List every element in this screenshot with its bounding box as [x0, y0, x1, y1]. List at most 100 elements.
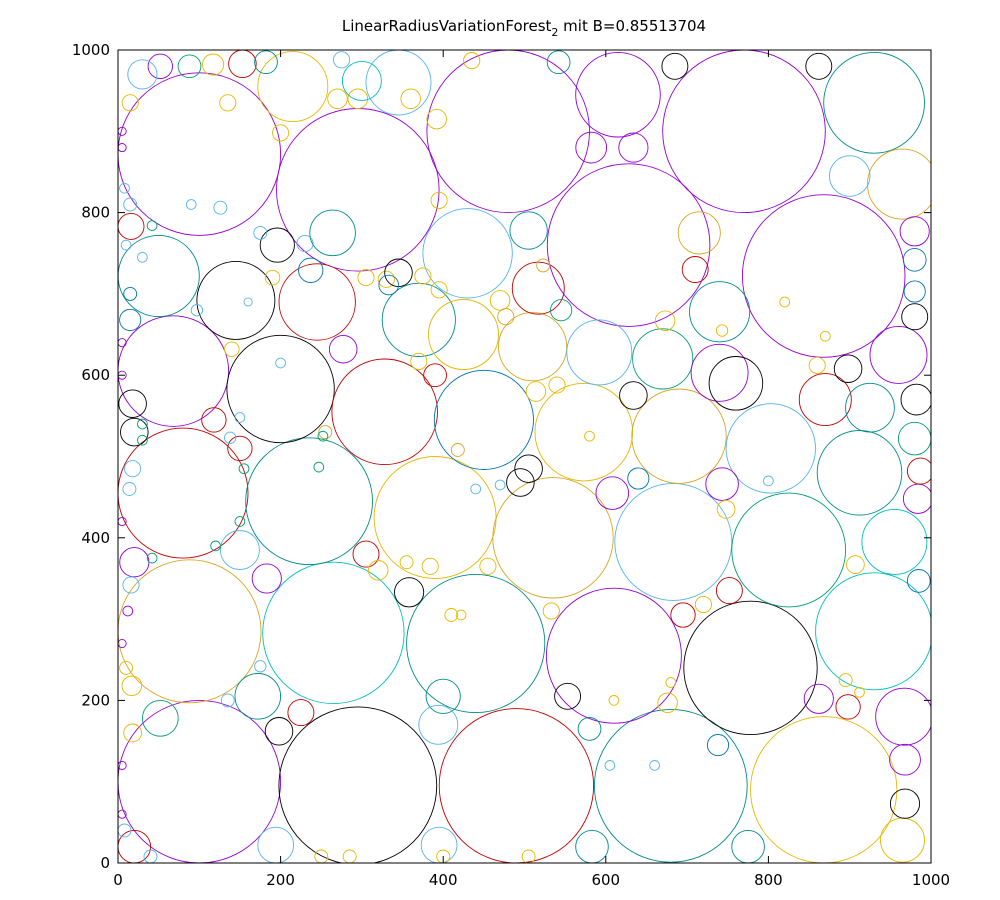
circle-mark [264, 269, 281, 286]
circle-mark [433, 369, 534, 470]
circle-mark [190, 304, 204, 317]
circle-mark [119, 308, 142, 331]
axes-layer: 0 200 400 600 800 1000 0 200 400 600 800 1000 [72, 41, 950, 889]
circle-mark [550, 299, 573, 322]
circle-mark [575, 51, 661, 138]
circle-mark [259, 227, 295, 263]
circle-mark [365, 50, 432, 116]
circle-mark [657, 692, 678, 714]
circle-mark [631, 388, 727, 484]
x-tick-label: 600 [591, 871, 620, 889]
circle-mark [619, 381, 648, 410]
circle-mark [566, 319, 633, 386]
circle-mark [897, 421, 931, 456]
x-tick-label: 400 [429, 871, 458, 889]
circle-mark [706, 734, 730, 757]
circle-mark [521, 849, 536, 863]
circle-mark [118, 370, 127, 380]
circle-mark [118, 823, 132, 838]
y-tick-label: 1000 [72, 41, 110, 59]
circle-mark [662, 50, 826, 214]
circle-mark [119, 660, 134, 675]
circle-mark [123, 286, 138, 301]
chart-title-suffix: mit B=0.85513704 [558, 17, 706, 35]
circle-mark [124, 460, 142, 478]
circle-mark [342, 849, 357, 863]
circle-mark [118, 212, 145, 240]
circle-mark [118, 760, 127, 770]
circle-mark [234, 412, 246, 423]
circle-mark [479, 557, 497, 575]
circle-mark [234, 516, 246, 527]
circle-mark [118, 389, 147, 418]
circle-mark [275, 357, 286, 369]
chart-title: LinearRadiusVariationForest2 mit B=0.855… [342, 17, 706, 39]
circle-mark [828, 155, 871, 197]
circle-mark [546, 163, 711, 327]
circle-mark [262, 561, 405, 705]
circle-mark [400, 88, 421, 110]
circle-mark [542, 602, 560, 620]
plot-frame [117, 49, 932, 864]
circle-mark [264, 717, 294, 746]
circle-mark [632, 328, 694, 390]
circle-mark [509, 211, 548, 250]
circle-mark [118, 315, 230, 427]
circle-mark [146, 220, 158, 231]
circle-mark [119, 182, 130, 194]
circle-mark [816, 430, 903, 516]
circle-mark [118, 72, 282, 236]
circle-mark [661, 52, 689, 80]
circle-mark [426, 50, 590, 214]
circle-mark [220, 693, 235, 708]
circle-mark [470, 483, 482, 495]
circle-mark [309, 209, 356, 257]
circle-mark [889, 743, 921, 776]
circle-mark [450, 443, 465, 457]
circle-mark [328, 334, 358, 364]
circle-mark [257, 51, 329, 123]
circle-mark [741, 194, 906, 358]
circle-mark [377, 270, 395, 288]
circle-mark [838, 673, 853, 688]
circle-mark [245, 437, 373, 566]
circle-mark [118, 516, 127, 527]
circle-mark [238, 463, 250, 475]
circle-mark [318, 425, 333, 440]
circle-mark [846, 555, 865, 574]
y-tick-label: 200 [81, 691, 110, 709]
circle-mark [815, 572, 931, 691]
circle-mark [803, 683, 834, 714]
circle-mark [694, 595, 712, 614]
circle-mark [618, 132, 649, 163]
circle-mark [867, 148, 931, 220]
circle-mark [210, 540, 221, 552]
circle-mark [514, 454, 543, 483]
circle-mark [278, 263, 356, 341]
circle-mark [575, 131, 608, 164]
circle-mark [121, 675, 143, 697]
circle-mark [421, 557, 439, 575]
circle-mark [823, 51, 925, 154]
circle-mark [430, 191, 448, 209]
circle-mark [122, 576, 140, 594]
circle-mark [137, 251, 148, 263]
circle-mark [492, 477, 614, 599]
circle-mark [819, 330, 831, 342]
circle-mark [341, 60, 382, 101]
circle-mark [119, 547, 150, 578]
circle-mark [394, 577, 425, 608]
circle-mark [147, 53, 173, 79]
circle-mark [118, 559, 262, 704]
circle-mark [506, 468, 535, 497]
x-tick-label: 1000 [912, 871, 950, 889]
circle-mark [257, 826, 295, 863]
x-tick-label: 200 [266, 871, 295, 889]
circle-mark [219, 94, 237, 112]
circle-mark [690, 343, 749, 402]
circle-mark [120, 239, 132, 251]
circle-mark [901, 303, 929, 331]
circle-mark [731, 829, 765, 863]
circle-mark [902, 247, 927, 272]
circle-mark [121, 94, 139, 112]
